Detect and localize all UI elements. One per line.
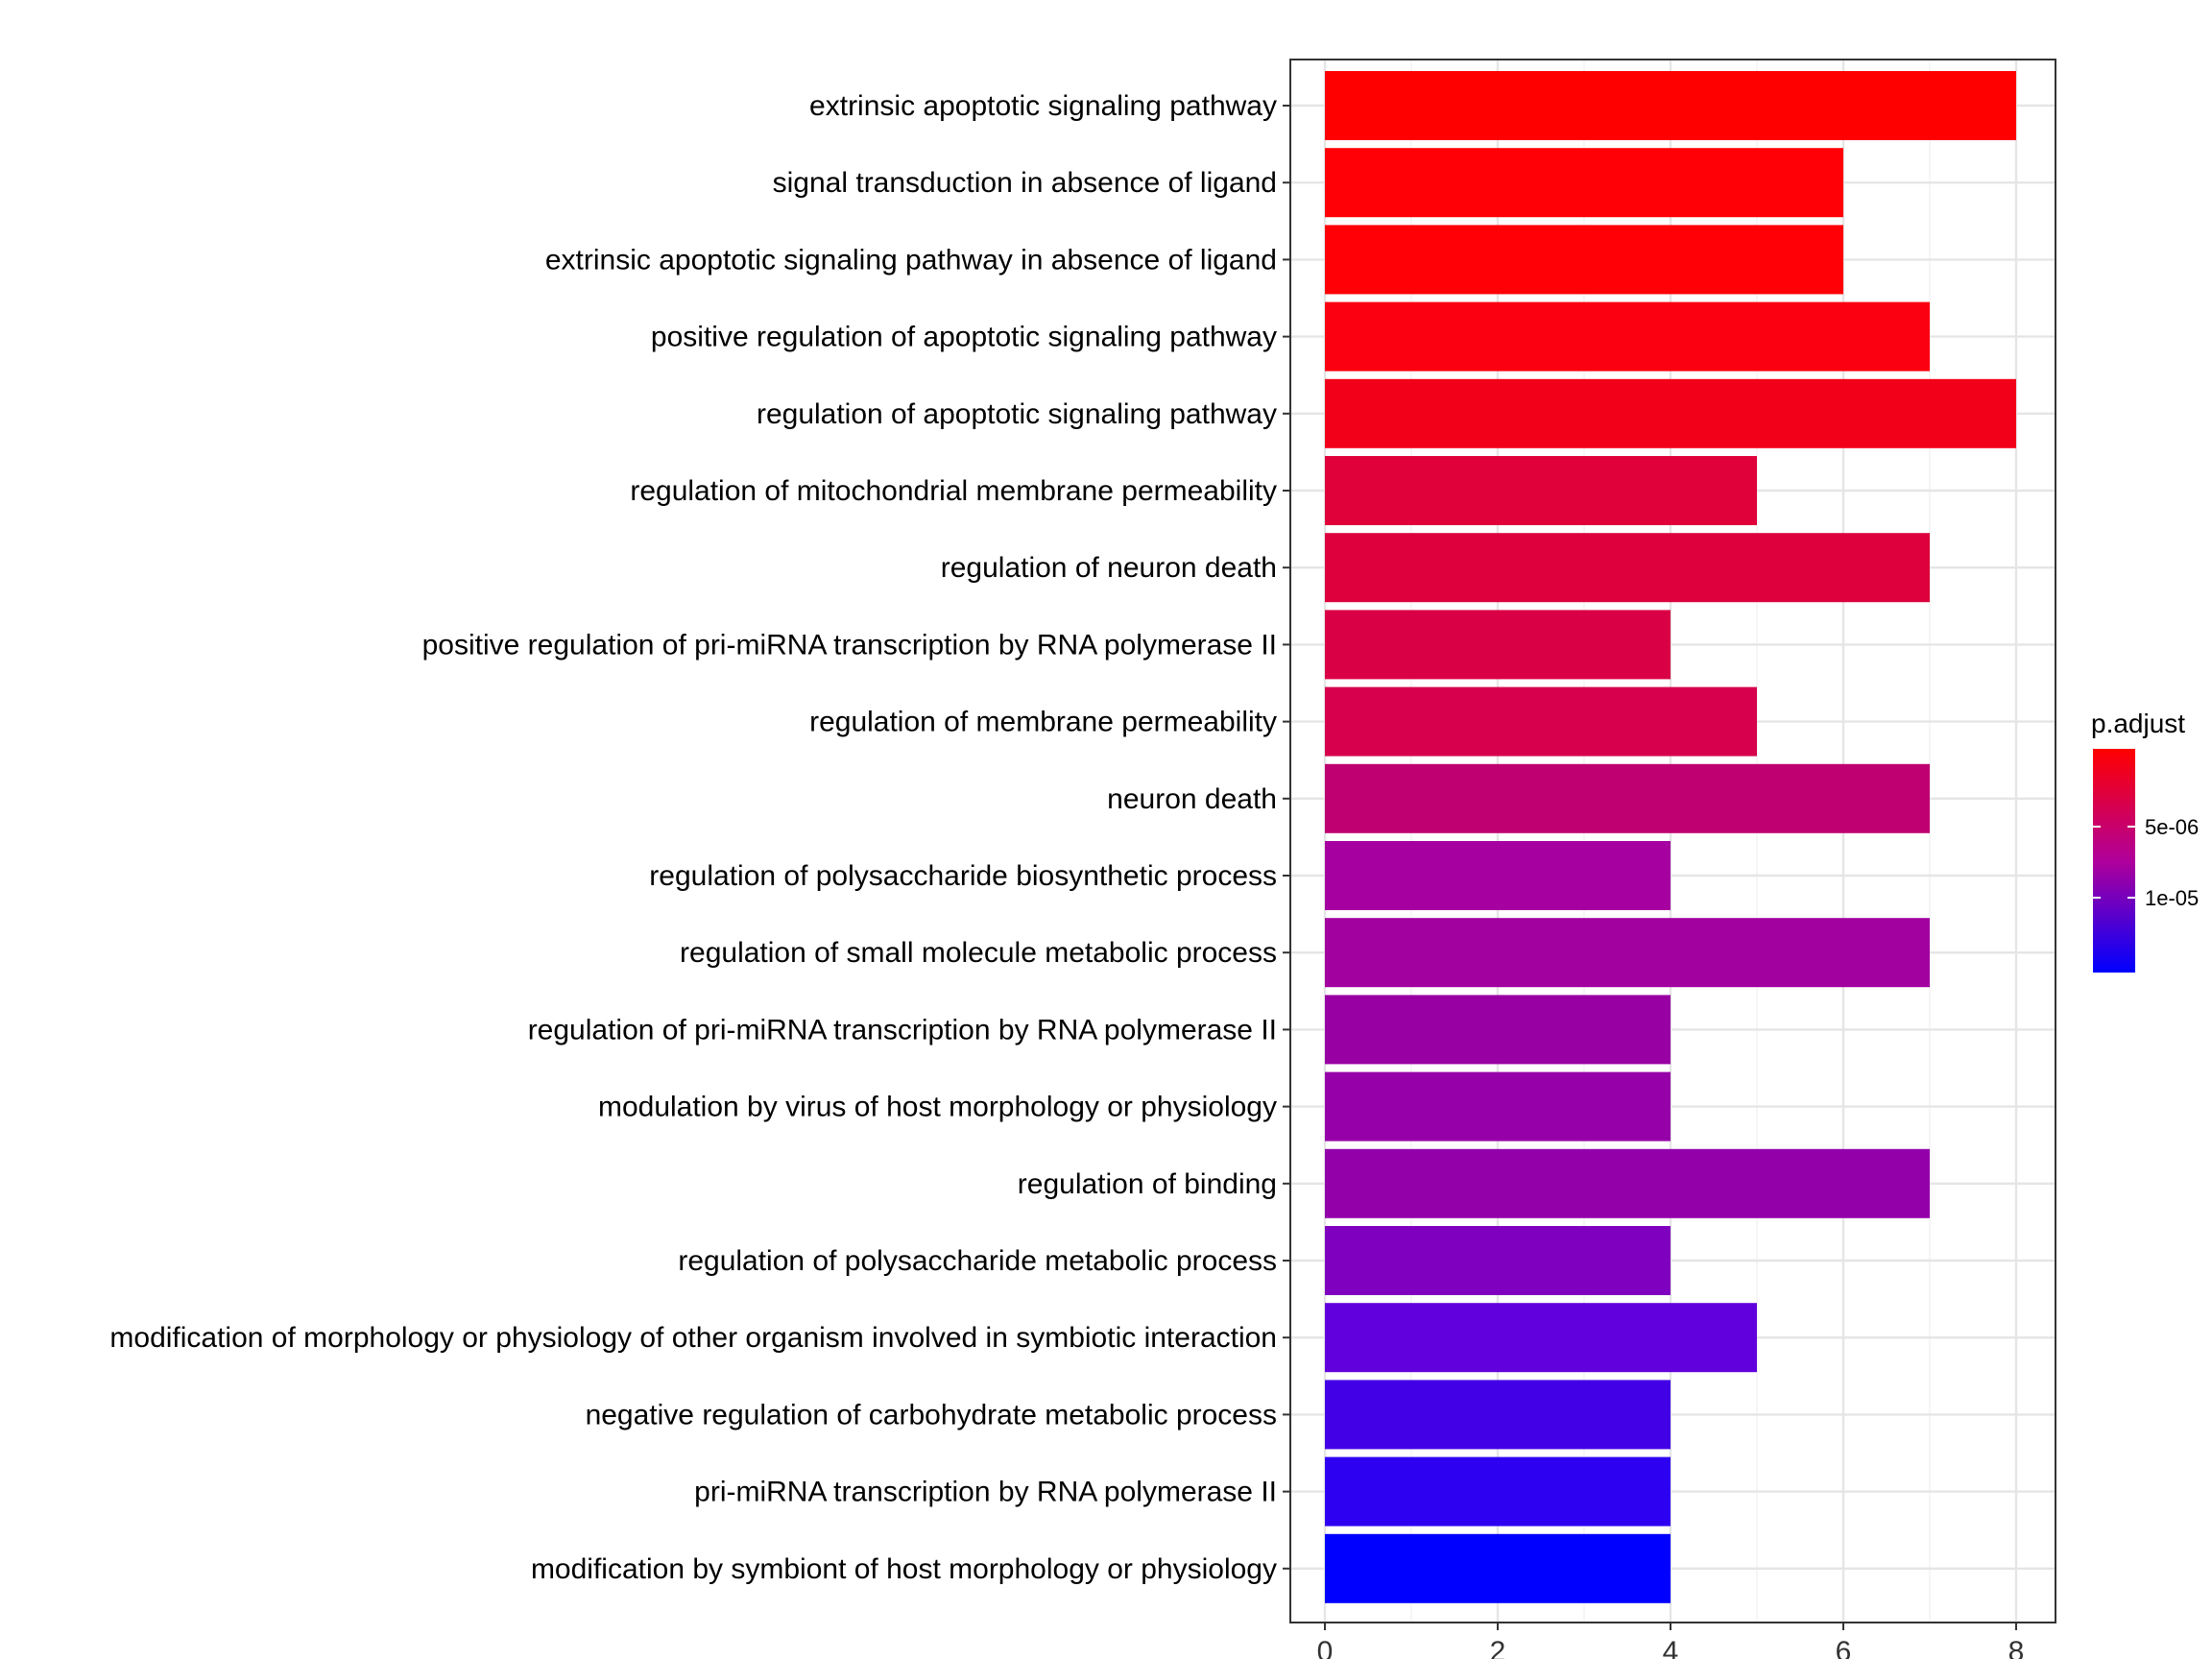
x-axis: 0 2 4 6 8 (1317, 1623, 2025, 1659)
bar (1325, 763, 1930, 833)
category-label: regulation of pri-miRNA transcription by… (528, 1014, 1277, 1046)
x-tick-label: 8 (2008, 1636, 2025, 1659)
bar (1325, 1533, 1671, 1603)
bar (1325, 1226, 1671, 1295)
bar (1325, 1456, 1671, 1527)
bar (1325, 301, 1930, 372)
category-label: extrinsic apoptotic signaling pathway (809, 90, 1277, 122)
category-label: modulation by virus of host morphology o… (598, 1092, 1277, 1123)
legend-colorbar (2093, 749, 2135, 973)
category-label: regulation of polysaccharide metabolic p… (678, 1245, 1277, 1277)
bar (1325, 456, 1757, 525)
category-label: modification of morphology or physiology… (109, 1322, 1277, 1354)
bar (1325, 918, 1930, 988)
legend-tick-label: 1e-05 (2145, 886, 2199, 910)
bar (1325, 378, 2016, 448)
category-label: regulation of polysaccharide biosyntheti… (649, 860, 1277, 892)
category-label: signal transduction in absence of ligand (773, 167, 1277, 199)
bars (1325, 71, 2016, 1603)
category-label: neuron death (1107, 783, 1277, 815)
x-tick-label: 0 (1317, 1636, 1334, 1659)
bar (1325, 533, 1930, 603)
category-label: negative regulation of carbohydrate meta… (586, 1399, 1277, 1431)
category-label: regulation of neuron death (941, 552, 1277, 584)
category-label: regulation of membrane permeability (809, 707, 1277, 738)
legend: p.adjust 5e-06 1e-05 (2091, 709, 2199, 973)
x-tick-label: 2 (1490, 1636, 1506, 1659)
bar (1325, 225, 1843, 295)
legend-tick-label: 5e-06 (2145, 815, 2199, 839)
bar (1325, 1148, 1930, 1218)
bar (1325, 686, 1757, 757)
category-label: positive regulation of pri-miRNA transcr… (422, 629, 1277, 661)
bar (1325, 610, 1671, 680)
y-axis: extrinsic apoptotic signaling pathway sig… (109, 90, 1290, 1585)
category-label: modification by symbiont of host morphol… (531, 1553, 1277, 1585)
category-label: positive regulation of apoptotic signali… (651, 322, 1277, 353)
bar (1325, 841, 1671, 910)
category-label: extrinsic apoptotic signaling pathway in… (545, 244, 1277, 276)
bar (1325, 1380, 1671, 1450)
x-tick-label: 6 (1836, 1636, 1852, 1659)
category-label: regulation of binding (1018, 1168, 1277, 1200)
plot-border (1289, 59, 2056, 1623)
category-label: regulation of apoptotic signaling pathwa… (757, 398, 1277, 430)
bar (1325, 1071, 1671, 1142)
category-label: pri-miRNA transcription by RNA polymeras… (694, 1477, 1277, 1508)
category-label: regulation of small molecule metabolic p… (680, 937, 1277, 969)
x-tick-label: 4 (1663, 1636, 1679, 1659)
bar (1325, 995, 1671, 1065)
bar (1325, 71, 2016, 140)
bar (1325, 1303, 1757, 1373)
category-label: regulation of mitochondrial membrane per… (630, 475, 1277, 507)
legend-title: p.adjust (2091, 709, 2185, 738)
bar (1325, 148, 1843, 218)
